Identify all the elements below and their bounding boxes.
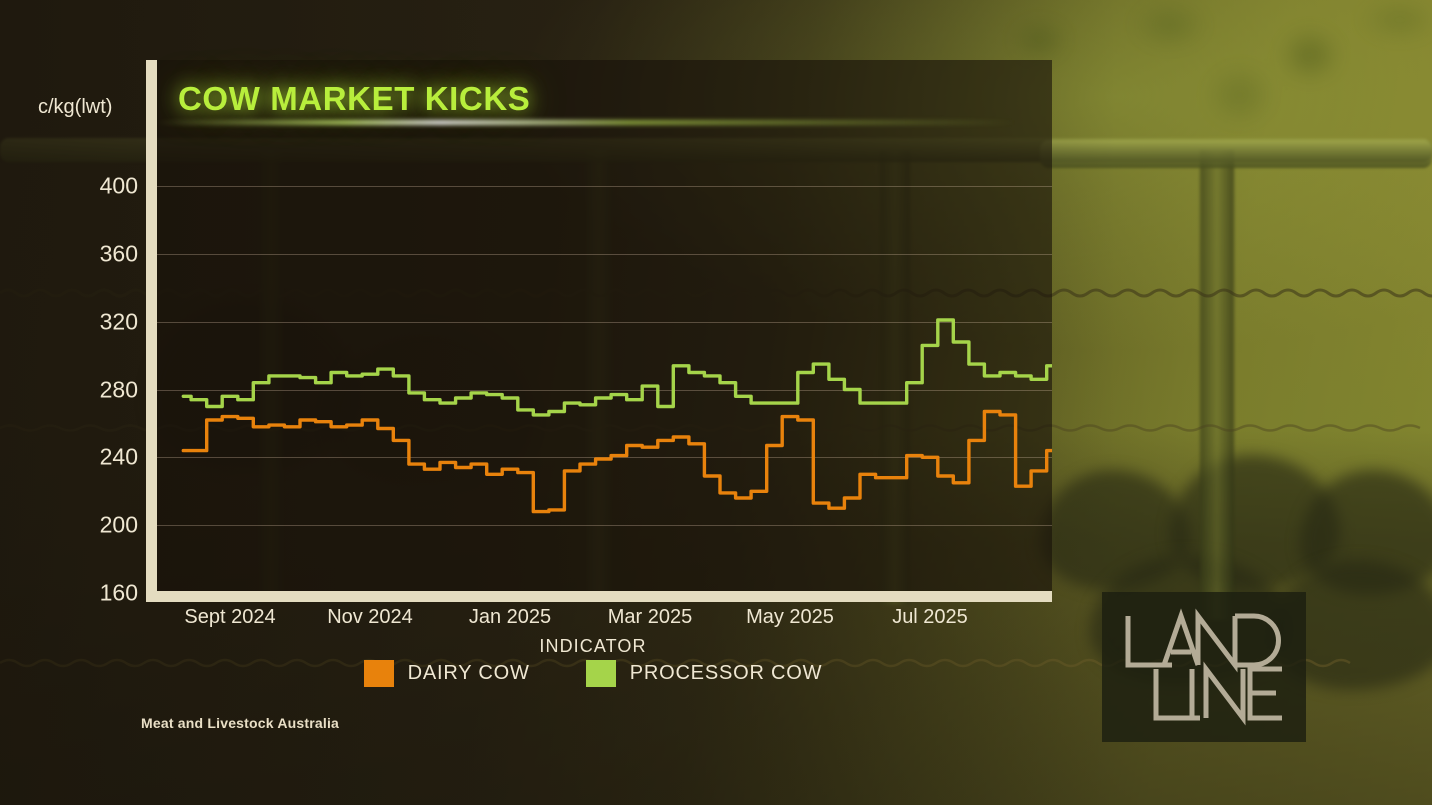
chart-plot-background	[146, 60, 1052, 602]
legend-item-label: PROCESSOR COW	[629, 662, 823, 684]
grid-line	[157, 525, 1052, 527]
legend-item[interactable]: DAIRY COW	[363, 660, 530, 687]
y-axis-tick-label: 240	[99, 443, 138, 470]
y-axis-tick-label: 280	[99, 376, 138, 402]
legend-item[interactable]: PROCESSOR COW	[585, 660, 823, 687]
x-axis-tick-label: Jan 2025	[468, 606, 552, 628]
grid-line	[157, 186, 1052, 187]
grid-line	[157, 321, 1052, 323]
legend-color-swatch	[585, 660, 616, 687]
y-axis-tick-label: 320	[99, 308, 138, 335]
x-axis-tick-labels: Sept 2024 Nov 2024 Jan 2025 Mar 2025 May 202…	[0, 606, 1432, 638]
grid-line	[157, 389, 1052, 391]
chart-panel: COW MARKET KICKS	[146, 60, 1052, 602]
y-axis-spine	[146, 60, 157, 602]
chart-title: COW MARKET KICKS	[178, 80, 531, 117]
chart-plot-area	[157, 60, 1052, 591]
y-axis-tick-labels: 400 360 320 280 240 200 160	[10, 0, 138, 805]
chart-series-layer	[181, 318, 1052, 514]
y-axis-tick-label: 400	[99, 172, 138, 199]
chart-legend: DAIRY COW PROCESSOR COW	[0, 660, 1186, 687]
legend-color-swatch	[363, 660, 394, 687]
series-line-processor-cow	[181, 318, 1052, 417]
x-axis-tick-label: Nov 2024	[327, 606, 413, 628]
legend-title: INDICATOR	[539, 636, 647, 656]
y-axis-tick-label: 360	[99, 240, 138, 267]
x-axis-tick-label: Mar 2025	[607, 606, 693, 628]
landline-logo	[1102, 592, 1306, 742]
legend-item-label: DAIRY COW	[407, 662, 530, 684]
x-axis-tick-label: Jul 2025	[892, 606, 968, 628]
x-axis-tick-label: Sept 2024	[184, 606, 276, 628]
y-axis-title: c/kg(lwt)	[38, 96, 113, 118]
source-attribution: Meat and Livestock Australia	[141, 715, 340, 731]
grid-line	[157, 253, 1052, 255]
landline-logo-mark	[1125, 608, 1282, 726]
y-axis-tick-label: 160	[99, 579, 138, 606]
x-axis-tick-label: May 2025	[746, 606, 834, 628]
y-axis-tick-label: 200	[99, 511, 138, 538]
title-glow-streak	[156, 120, 1016, 125]
series-line-dairy-cow	[181, 409, 1052, 514]
x-axis-spine	[146, 591, 1052, 602]
